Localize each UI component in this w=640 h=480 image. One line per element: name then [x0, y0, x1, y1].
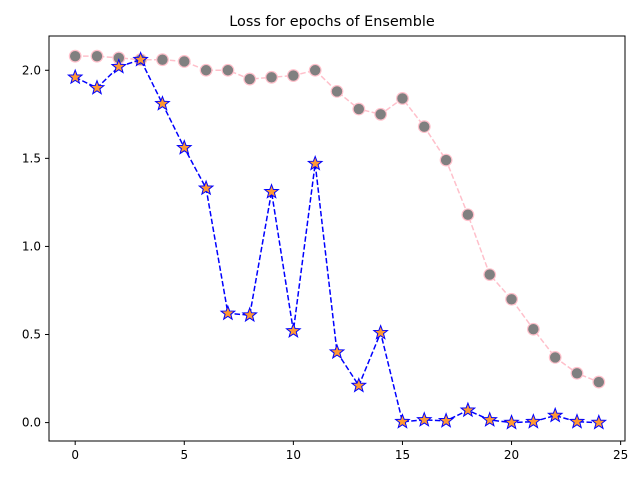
- series-0-point: [417, 120, 431, 134]
- x-tick-label: 20: [504, 448, 519, 462]
- series-0-point: [330, 84, 344, 98]
- series-0-point: [483, 268, 497, 282]
- series-1-point: [372, 324, 389, 340]
- series-1-point: [132, 51, 149, 67]
- series-1-point: [437, 412, 455, 428]
- series-1-point: [66, 68, 84, 85]
- series-1-point: [481, 411, 498, 427]
- series-1-point: [219, 304, 237, 321]
- series-0-point: [396, 92, 409, 105]
- x-tick-label: 0: [71, 448, 79, 462]
- series-1-point: [546, 406, 564, 423]
- x-tick-label: 15: [395, 448, 410, 462]
- x-tick-label: 5: [180, 448, 188, 462]
- series-1-point: [154, 95, 171, 111]
- series-1-point: [416, 411, 433, 427]
- series-0-point: [177, 55, 191, 68]
- series-1-point: [525, 413, 542, 429]
- series-1-point: [328, 343, 346, 360]
- y-tick-label: 0.0: [22, 416, 41, 430]
- series-1-point: [568, 413, 586, 429]
- series-0-point: [90, 49, 104, 63]
- axes-frame: [48, 35, 626, 442]
- series-1-point: [590, 413, 608, 430]
- series-0-point: [526, 322, 540, 336]
- x-tick-label: 10: [286, 448, 301, 462]
- series-0-point: [374, 107, 388, 121]
- series-1-point: [285, 322, 302, 338]
- series-0-point: [439, 153, 453, 167]
- series-0-point: [548, 351, 562, 364]
- series-1-point: [350, 376, 368, 393]
- series-0-point: [308, 63, 322, 77]
- series-1-point: [241, 306, 258, 323]
- y-tick-label: 1.5: [22, 151, 41, 165]
- series-0-point: [68, 49, 82, 63]
- series-0-point: [199, 63, 213, 77]
- series-1-point: [176, 139, 193, 155]
- series-1-point: [110, 58, 128, 74]
- y-tick-label: 0.5: [22, 328, 41, 342]
- plot-area: 0 5 10 15 20 25 0.0 0.5 1.0 1.5 2.0: [22, 35, 628, 462]
- series-0-point: [286, 69, 300, 82]
- series-0-point: [570, 366, 584, 380]
- series-0-point: [352, 102, 366, 116]
- series-0-point: [592, 375, 606, 389]
- series-0-point: [156, 53, 169, 67]
- series-0-point: [461, 208, 475, 222]
- y-tick-label: 2.0: [22, 63, 41, 77]
- series-1-point: [306, 154, 324, 171]
- series-1-point: [197, 179, 215, 196]
- series-0-point: [243, 72, 257, 86]
- series-0-point: [505, 292, 518, 306]
- series-0-point: [265, 70, 278, 84]
- series-1-point: [88, 79, 106, 95]
- series-1-point: [503, 413, 520, 430]
- series-1-point: [459, 401, 477, 418]
- y-tick-label: 1.0: [22, 239, 41, 253]
- series-0-point: [221, 63, 235, 77]
- x-tick-label: 25: [613, 448, 628, 462]
- chart-title: Loss for epochs of Ensemble: [229, 14, 435, 30]
- series-1-point: [263, 183, 280, 199]
- series-1-point: [394, 413, 411, 429]
